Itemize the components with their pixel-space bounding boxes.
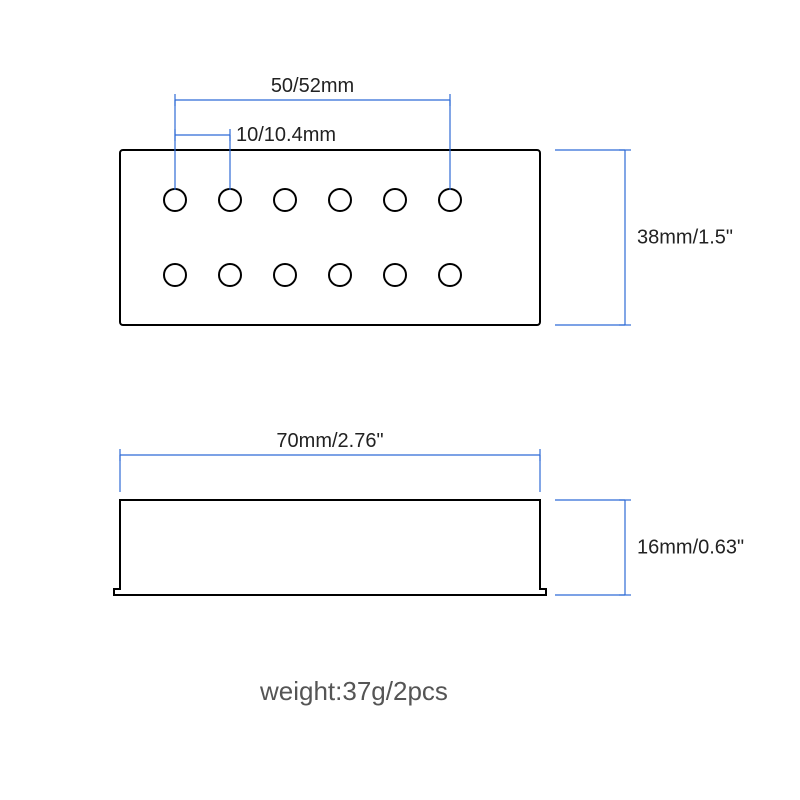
weight-label: weight:37g/2pcs [259,676,448,706]
spacing-label: 10/10.4mm [236,124,336,146]
width-label: 70mm/2.76" [276,430,383,452]
outer-span-label: 50/52mm [271,75,354,97]
side-height-label: 16mm/0.63" [637,537,744,559]
top-height-label: 38mm/1.5" [637,227,733,249]
